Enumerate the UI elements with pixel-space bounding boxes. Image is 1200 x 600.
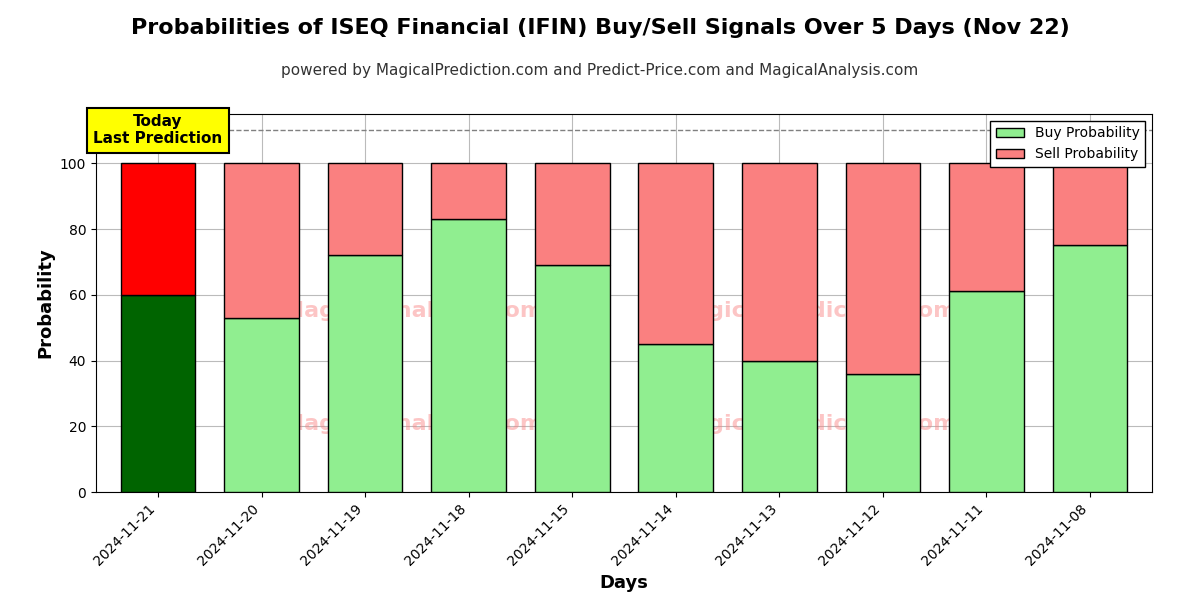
Bar (328, 256, 402, 492)
Bar (121, 163, 196, 295)
X-axis label: Days: Days (600, 574, 648, 592)
Text: MagicalPrediction.com: MagicalPrediction.com (671, 301, 956, 320)
Text: MagicalPrediction.com: MagicalPrediction.com (671, 414, 956, 434)
Text: Today
Last Prediction: Today Last Prediction (94, 114, 223, 146)
Bar (535, 163, 610, 265)
Bar (949, 292, 1024, 492)
Bar (432, 163, 506, 219)
Bar (328, 163, 402, 256)
Bar (949, 163, 1024, 292)
Bar (224, 318, 299, 492)
Bar (638, 344, 713, 492)
Text: MagicalAnalysis.com: MagicalAnalysis.com (282, 414, 544, 434)
Bar (121, 295, 196, 492)
Bar (535, 265, 610, 492)
Text: MagicalAnalysis.com: MagicalAnalysis.com (282, 301, 544, 320)
Bar (224, 163, 299, 318)
Text: Probabilities of ISEQ Financial (IFIN) Buy/Sell Signals Over 5 Days (Nov 22): Probabilities of ISEQ Financial (IFIN) B… (131, 18, 1069, 38)
Y-axis label: Probability: Probability (36, 248, 54, 358)
Bar (742, 163, 816, 361)
Bar (742, 361, 816, 492)
Bar (846, 374, 920, 492)
Legend: Buy Probability, Sell Probability: Buy Probability, Sell Probability (990, 121, 1145, 167)
Bar (432, 219, 506, 492)
Text: powered by MagicalPrediction.com and Predict-Price.com and MagicalAnalysis.com: powered by MagicalPrediction.com and Pre… (281, 63, 919, 78)
Bar (638, 163, 713, 344)
Bar (1052, 245, 1127, 492)
Bar (1052, 163, 1127, 245)
Bar (846, 163, 920, 374)
